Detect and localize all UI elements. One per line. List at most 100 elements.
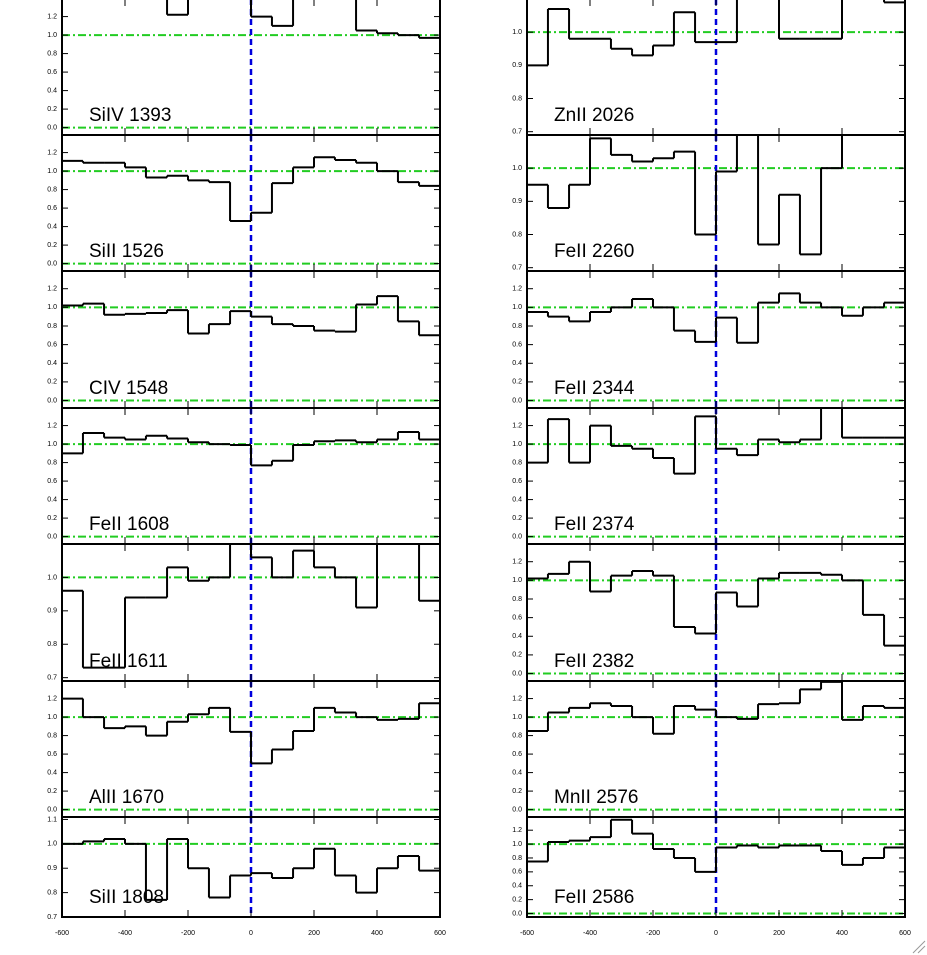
y-tick-label: 0.6 [512, 869, 522, 876]
panel-label: FeII 1608 [89, 514, 169, 535]
plot-area [527, 817, 905, 917]
plot-area [527, 135, 905, 271]
y-tick-label: 1.0 [512, 304, 522, 311]
y-tick-label: 0.8 [47, 732, 57, 739]
y-tick-label: 1.0 [512, 577, 522, 584]
x-tick-label: 0 [714, 930, 718, 937]
panel: 0.0 0.2 0.4 0.6 0.8 1.0 1.2 CIV 1548 [47, 270, 441, 409]
y-tick-label: 1.2 [512, 422, 522, 429]
y-tick-label: 1.2 [47, 695, 57, 702]
panel-frame [526, 816, 906, 918]
panel: 0.7 0.8 0.9 1.0 FeII 2260 [512, 134, 906, 272]
y-tick-label: 0.2 [47, 515, 57, 522]
x-tick-label: -400 [118, 930, 132, 937]
y-tick-label: 1.2 [47, 286, 57, 293]
y-tick-label: 1.0 [512, 29, 522, 36]
y-tick-label: 0.7 [47, 914, 57, 921]
plot-area [62, 271, 440, 408]
y-tick-label: 1.0 [47, 304, 57, 311]
panel-label: FeII 2374 [554, 514, 635, 535]
y-tick-label: 0.4 [47, 223, 57, 230]
y-tick-label: 0.6 [512, 478, 522, 485]
y-tick-label: 1.0 [512, 441, 522, 448]
y-tick-label: 1.2 [47, 149, 57, 156]
y-tick-label: 0.4 [512, 360, 522, 367]
y-tick-label: 0.7 [47, 675, 57, 682]
panel: 0.0 0.2 0.4 0.6 0.8 1.0 1.2 FeII 1608 [47, 407, 441, 545]
panel: 0.0 0.2 0.4 0.6 0.8 1.0 1.2 AlII 1670 [47, 680, 441, 818]
y-tick-label: 0.4 [47, 87, 57, 94]
x-tick-label: -400 [583, 930, 597, 937]
y-tick-label: 1.0 [47, 441, 57, 448]
y-tick-label: 1.0 [512, 841, 522, 848]
y-tick-label: 0.6 [47, 341, 57, 348]
y-tick-label: 1.0 [47, 714, 57, 721]
y-tick-label: 0.4 [512, 769, 522, 776]
y-tick-label: 1.0 [47, 168, 57, 175]
y-tick-label: 0.0 [512, 670, 522, 677]
y-tick-label: 0.7 [512, 265, 522, 272]
panel-label: AlII 1670 [89, 787, 164, 808]
x-tick-label: -200 [181, 930, 195, 937]
panel-label: MnII 2576 [554, 787, 639, 808]
y-tick-label: 0.2 [512, 788, 522, 795]
y-tick-label: 0.8 [47, 186, 57, 193]
plot-area [527, 681, 905, 817]
y-tick-label: 0.9 [512, 198, 522, 205]
panel: 0.0 0.2 0.4 0.6 0.8 1.0 1.2 FeII 2374 [512, 407, 906, 545]
y-tick-label: 0.2 [512, 652, 522, 659]
panel-label: ZnII 2026 [554, 105, 634, 126]
x-tick-label: 400 [371, 930, 383, 937]
plot-area [527, 408, 905, 544]
panel-frame [61, 816, 441, 918]
y-tick-label: 0.7 [512, 129, 522, 136]
panel: 0.0 0.2 0.4 0.6 0.8 1.0 1.2 SiII 1526 [47, 134, 441, 272]
panel-label: FeII 2382 [554, 651, 634, 672]
y-tick-label: 0.8 [512, 855, 522, 862]
plot-area [62, 544, 440, 681]
y-tick-label: 1.2 [47, 13, 57, 20]
panel: 0.7 0.8 0.9 1.0 ZnII 2026 [512, 0, 906, 136]
y-tick-label: 0.0 [512, 533, 522, 540]
x-tick-label: 600 [899, 930, 911, 937]
panel: 0.0 0.2 0.4 0.6 0.8 1.0 1.2 FeII 2382 [512, 543, 906, 682]
panel-label: FeII 2344 [554, 378, 635, 399]
y-tick-label: 0.8 [47, 641, 57, 648]
y-tick-label: 0.6 [47, 69, 57, 76]
panel: 0.7 0.8 0.9 1.0 1.1 -600 -400 -200 0 200 400 600 SiI… [47, 816, 446, 937]
y-tick-label: 0.0 [512, 397, 522, 404]
panel: 0.7 0.8 0.9 1.0 FeII 1611 [47, 543, 441, 682]
y-tick-label: 0.0 [47, 397, 57, 404]
y-tick-label: 0.8 [512, 323, 522, 330]
y-tick-label: 0.6 [47, 205, 57, 212]
y-tick-label: 0.4 [512, 496, 522, 503]
y-tick-label: 0.4 [47, 360, 57, 367]
panel-label: FeII 2260 [554, 241, 634, 262]
y-tick-label: 0.9 [47, 608, 57, 615]
y-tick-label: 0.4 [512, 633, 522, 640]
y-tick-label: 0.0 [512, 910, 522, 917]
y-tick-label: 0.2 [47, 106, 57, 113]
panel-label: SiII 1526 [89, 241, 164, 262]
y-tick-label: 0.2 [47, 242, 57, 249]
x-tick-label: 600 [434, 930, 446, 937]
y-tick-label: 0.8 [512, 231, 522, 238]
y-tick-label: 0.6 [47, 478, 57, 485]
x-tick-label: -600 [55, 930, 69, 937]
y-tick-label: 0.0 [47, 533, 57, 540]
y-tick-label: 0.4 [512, 883, 522, 890]
plot-area [62, 681, 440, 817]
y-tick-label: 0.8 [512, 95, 522, 102]
y-tick-label: 0.6 [47, 751, 57, 758]
plot-area [527, 0, 905, 135]
y-tick-label: 0.0 [47, 124, 57, 131]
y-tick-label: 1.0 [512, 714, 522, 721]
y-tick-label: 0.2 [512, 515, 522, 522]
x-tick-label: 200 [773, 930, 785, 937]
y-tick-label: 0.0 [47, 806, 57, 813]
y-tick-label: 0.2 [47, 788, 57, 795]
plot-area [62, 135, 440, 271]
y-tick-label: 0.9 [47, 865, 57, 872]
y-tick-label: 1.0 [47, 841, 57, 848]
